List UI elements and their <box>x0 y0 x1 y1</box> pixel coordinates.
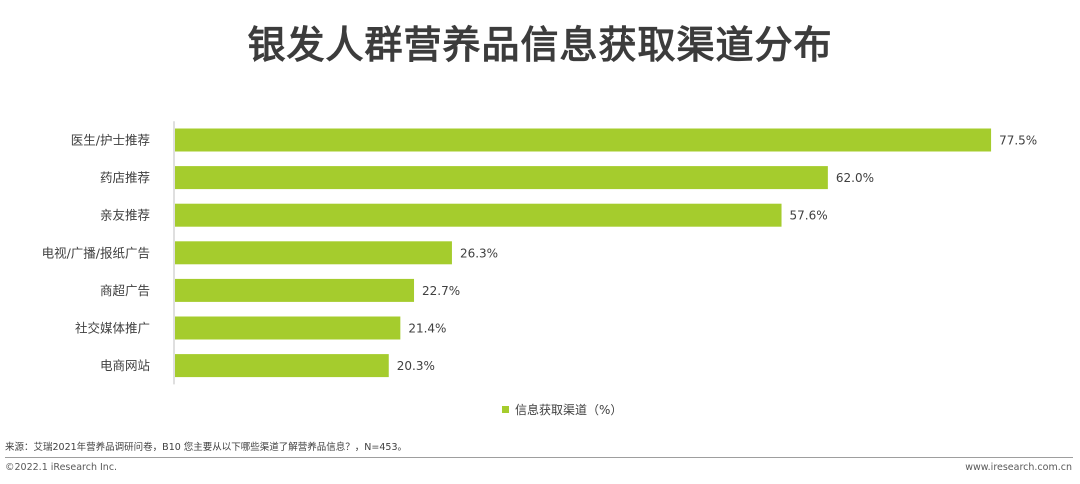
website-url: www.iresearch.com.cn <box>965 462 1072 473</box>
bars-layer: 医生/护士推荐 77.5% 药店推荐 62.0% 亲友推荐 57.6% 电视/广播/报纸广告… <box>42 121 1037 385</box>
data-label: 21.4% <box>408 322 446 336</box>
data-label: 77.5% <box>999 134 1037 148</box>
copyright: ©2022.1 iResearch Inc. <box>5 462 118 473</box>
data-label: 57.6% <box>790 209 828 223</box>
bar <box>175 128 992 152</box>
data-label: 20.3% <box>397 359 435 373</box>
category-label: 社交媒体推广 <box>75 321 150 336</box>
category-label: 电视/广播/报纸广告 <box>42 245 150 260</box>
data-label: 62.0% <box>836 171 874 185</box>
data-label: 26.3% <box>460 246 498 260</box>
source-note: 来源：艾瑞2021年营养品调研问卷，B10 您主要从以下哪些渠道了解营养品信息？… <box>5 442 408 453</box>
chart-title: 银发人群营养品信息获取渠道分布 <box>247 23 833 67</box>
legend-swatch <box>502 406 509 413</box>
bar <box>175 316 401 340</box>
footer-divider <box>5 457 1073 458</box>
bar <box>175 354 389 378</box>
legend-label: 信息获取渠道（%） <box>515 403 623 417</box>
bar <box>175 203 782 227</box>
bar <box>175 166 828 190</box>
category-label: 药店推荐 <box>100 170 150 185</box>
bar-chart: 医生/护士推荐 77.5% 药店推荐 62.0% 亲友推荐 57.6% 电视/广播/报纸广告… <box>42 121 1037 385</box>
category-label: 电商网站 <box>100 358 150 373</box>
legend: 信息获取渠道（%） <box>502 401 622 418</box>
data-label: 22.7% <box>422 284 460 298</box>
category-label: 亲友推荐 <box>100 208 150 223</box>
bar <box>175 241 452 265</box>
category-label: 商超广告 <box>100 283 150 298</box>
category-label: 医生/护士推荐 <box>71 133 150 148</box>
bar <box>175 278 415 302</box>
